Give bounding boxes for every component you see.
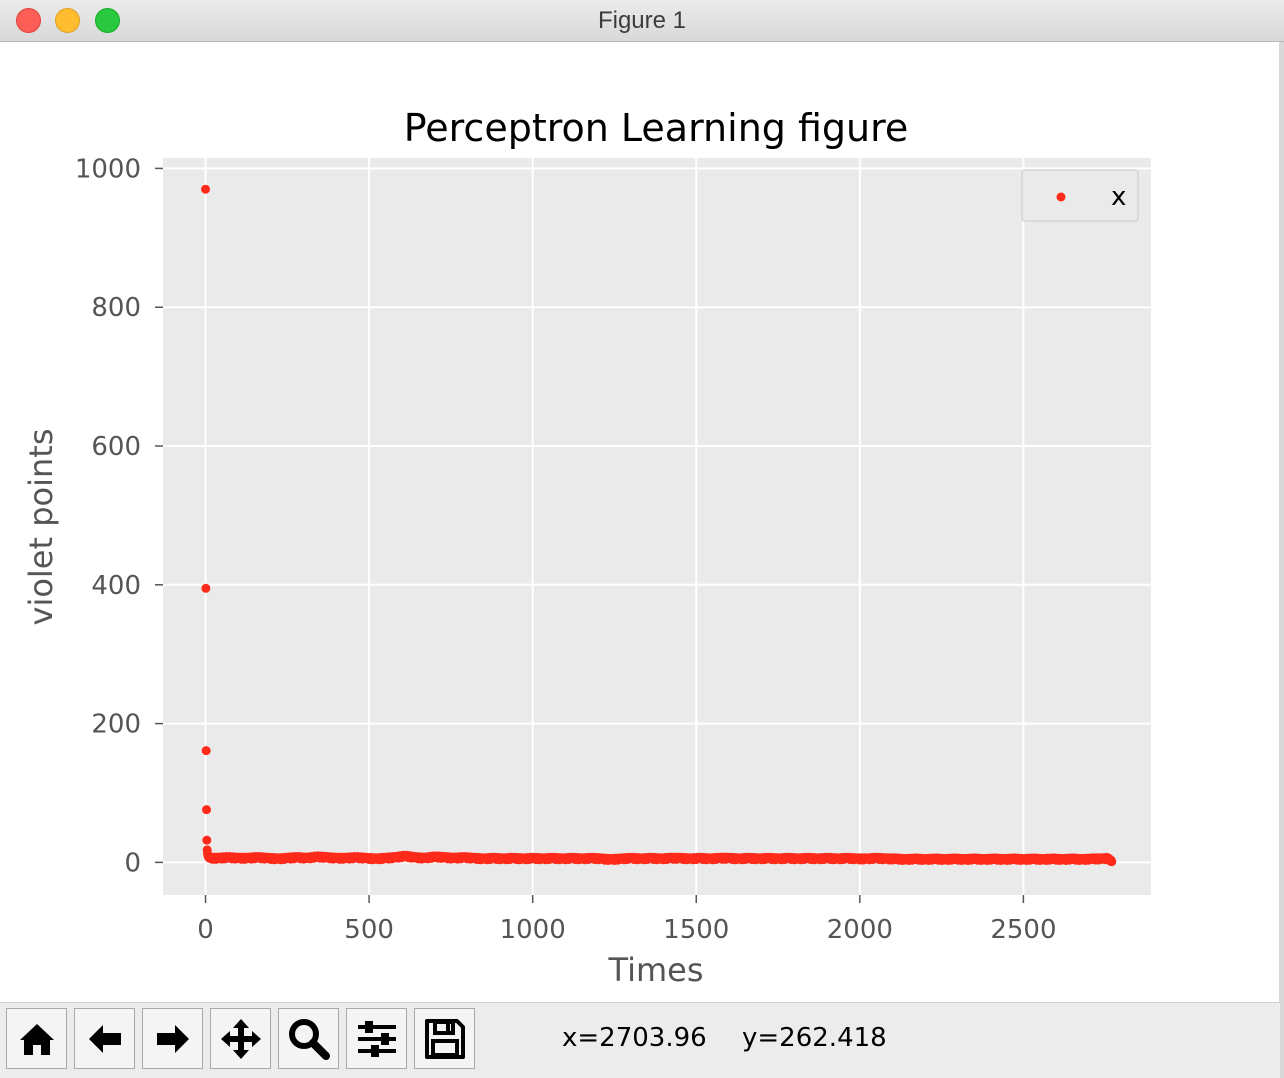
close-window-button[interactable] [16,8,41,33]
y-axis-label: violet points [22,429,60,626]
forward-arrow-icon [156,1024,189,1053]
pan-move-icon [220,1018,261,1059]
y-tick-label: 600 [91,432,141,462]
legend: x [1021,169,1139,222]
legend-marker [1056,192,1066,202]
save-button[interactable] [414,1008,475,1069]
scatter-point [1107,857,1117,867]
scatter-series-x [201,184,1117,867]
save-floppy-icon [424,1018,465,1059]
pan-button[interactable] [210,1008,271,1069]
grid-lines [163,158,1151,895]
legend-label: x [1111,182,1126,212]
x-tick-label: 1000 [500,915,566,945]
cursor-y-readout: y=262.418 [742,1023,887,1053]
y-tick-label: 0 [124,848,141,878]
configure-subplots-button[interactable] [346,1008,407,1069]
scatter-point [201,184,211,194]
back-button[interactable] [74,1008,135,1069]
home-icon [19,1023,54,1055]
cursor-x-readout: x=2703.96 [562,1023,707,1053]
scatter-point [202,805,212,815]
x-tick-label: 2000 [827,915,893,945]
back-arrow-icon [88,1024,121,1053]
window-edge [1279,42,1284,1078]
y-tick-label: 200 [91,710,141,740]
x-tick-label: 0 [197,915,214,945]
minimize-window-button[interactable] [55,8,80,33]
scatter-point [201,746,211,756]
scatter-point [201,583,211,593]
scatter-point [202,835,212,845]
y-tick-label: 400 [91,571,141,601]
zoom-magnifier-icon [288,1018,330,1060]
x-axis-label: Times [608,951,704,989]
figure-canvas: 0 500 1000 1500 2000 2500 0 200 400 600 800 1000 Pe… [22,106,1151,989]
forward-button[interactable] [142,1008,203,1069]
window-title: Figure 1 [597,7,687,34]
x-tick-label: 500 [344,915,394,945]
axis-ticks: 0 500 1000 1500 2000 2500 0 200 400 600 800 1000 [75,154,1057,945]
zoom-button[interactable] [278,1008,339,1069]
x-tick-label: 2500 [990,915,1056,945]
window-titlebar: Figure 1 [0,0,1284,42]
y-tick-label: 800 [91,293,141,323]
configure-subplots-icon [357,1020,396,1057]
navigation-toolbar: x=2703.96 y=262.418 [0,1002,1280,1078]
axes-background [163,158,1151,895]
x-tick-label: 1500 [663,915,729,945]
home-button[interactable] [6,1008,67,1069]
y-tick-label: 1000 [75,154,141,184]
legend-box [1021,169,1139,222]
chart-title: Perceptron Learning figure [404,106,909,150]
maximize-window-button[interactable] [95,8,120,33]
